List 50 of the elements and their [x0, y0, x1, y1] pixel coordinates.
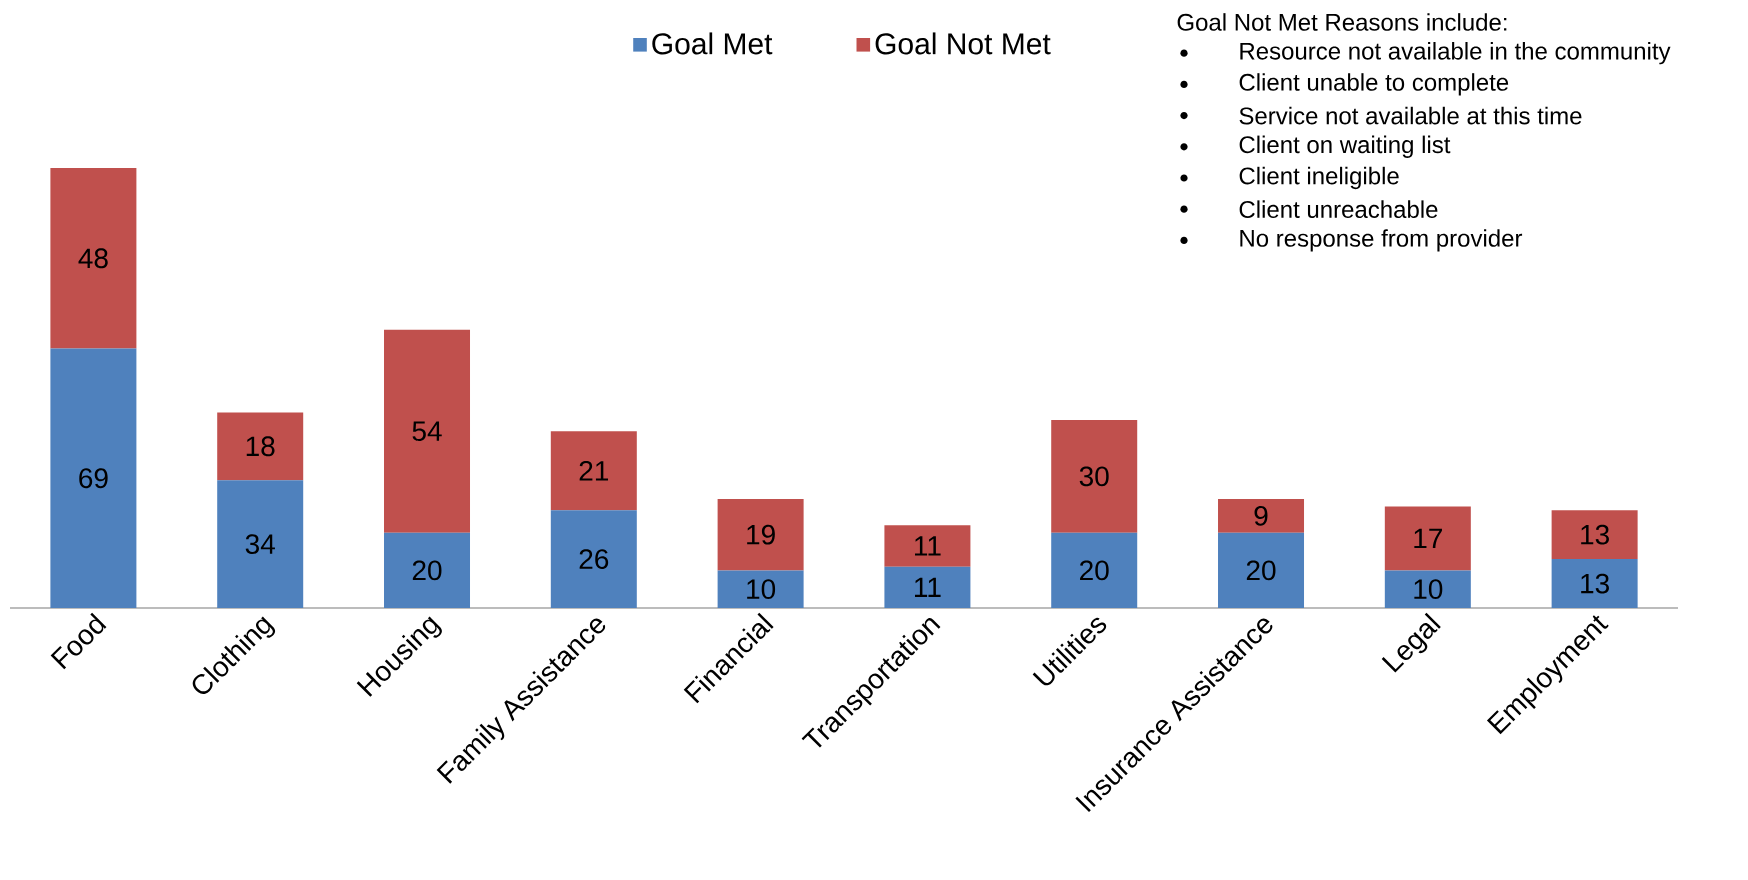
- data-label: 21: [579, 460, 609, 481]
- bar: [1218, 532, 1305, 608]
- data-label: 17: [1414, 528, 1442, 549]
- bar: [550, 431, 637, 511]
- data-label: 69: [79, 468, 108, 489]
- data-label: 9: [1254, 505, 1268, 526]
- bar: [717, 570, 804, 608]
- data-label: 11: [915, 577, 941, 597]
- data-label: 11: [915, 536, 941, 556]
- data-label: 20: [1080, 560, 1109, 581]
- data-label: 48: [78, 248, 108, 269]
- text: Goal Not Met Reasons include:: [1177, 13, 1507, 31]
- annotation: Client unreachable: [1239, 200, 1438, 219]
- data-label: 20: [412, 560, 442, 581]
- data-label: 13: [1581, 573, 1609, 594]
- data-label: 19: [747, 524, 775, 545]
- text: Service not available at this time: [1239, 106, 1582, 125]
- data-label: 18: [246, 436, 275, 457]
- text: Resource not available in the community: [1240, 41, 1671, 65]
- bar: [884, 525, 971, 567]
- legend-label: Goal Not Met: [875, 32, 1051, 55]
- bar: [384, 532, 471, 608]
- bar: [717, 498, 804, 571]
- bar: [217, 480, 304, 608]
- data-label: 10: [1414, 579, 1443, 600]
- bar: [50, 168, 137, 349]
- bar: [1551, 559, 1638, 608]
- data-label: 30: [1079, 466, 1109, 487]
- bar: [1551, 510, 1638, 560]
- bar: [1218, 498, 1305, 533]
- data-label: 34: [245, 534, 275, 554]
- bar: [50, 348, 137, 608]
- bar: [550, 510, 637, 608]
- text: Client on waiting list: [1239, 135, 1451, 158]
- data-label: 54: [412, 421, 442, 442]
- data-label: 13: [1581, 524, 1609, 545]
- bar: [1051, 419, 1138, 533]
- text: Client unable to complete: [1239, 73, 1509, 96]
- bar: [384, 329, 471, 533]
- bar: [217, 412, 304, 481]
- bar: [1384, 570, 1471, 608]
- bar: [1384, 506, 1471, 571]
- annotation: No response from provider: [1240, 229, 1523, 252]
- bar: [884, 566, 971, 608]
- data-label: 10: [747, 579, 776, 600]
- data-label: 20: [1246, 560, 1276, 581]
- annotation: Client ineligible: [1239, 166, 1399, 190]
- legend-label: Goal Met: [652, 32, 773, 55]
- data-label: 26: [579, 549, 609, 570]
- bar: [1051, 532, 1138, 608]
